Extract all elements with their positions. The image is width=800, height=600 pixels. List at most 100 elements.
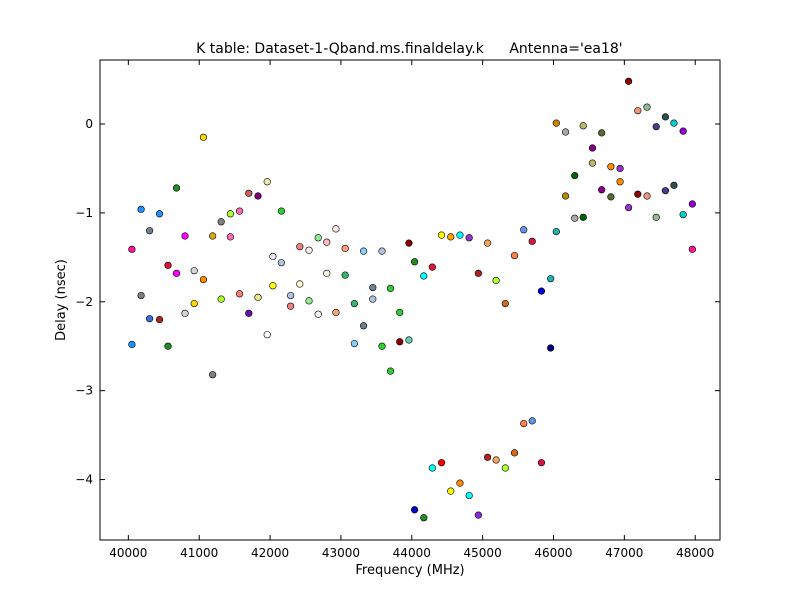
data-point <box>483 239 492 247</box>
data-point <box>411 258 419 266</box>
data-point <box>492 276 500 285</box>
data-point <box>670 119 678 127</box>
data-point <box>405 239 413 247</box>
data-point <box>552 227 560 236</box>
data-point <box>245 309 253 317</box>
data-point <box>501 464 509 472</box>
x-tick-label: 46000 <box>534 546 572 560</box>
data-point <box>616 178 624 186</box>
data-point <box>396 338 404 346</box>
data-point <box>537 287 546 295</box>
data-point <box>474 269 482 277</box>
chart-subtitle: Antenna='ea18' <box>509 41 622 57</box>
data-point <box>217 218 225 226</box>
data-point <box>528 417 536 425</box>
data-point <box>277 259 285 267</box>
data-point <box>396 308 404 317</box>
data-point <box>652 213 660 221</box>
data-point <box>254 293 262 301</box>
data-point <box>670 181 678 189</box>
x-axis-label: Frequency (MHz) <box>355 563 464 578</box>
data-point <box>378 342 386 350</box>
data-point <box>181 309 189 317</box>
data-point <box>314 234 322 242</box>
x-tick-label: 43000 <box>322 546 360 560</box>
data-point <box>547 344 555 352</box>
data-point <box>181 232 189 240</box>
data-point <box>378 247 386 255</box>
data-point <box>588 144 597 152</box>
data-point <box>510 449 519 457</box>
data-point <box>643 103 651 111</box>
data-point <box>235 207 244 215</box>
data-point <box>405 336 413 344</box>
x-tick-label: 40000 <box>109 546 147 560</box>
data-point <box>520 419 528 428</box>
data-point <box>146 227 154 235</box>
data-point <box>456 479 464 487</box>
y-tick-label: −1 <box>75 206 93 220</box>
data-point <box>323 238 331 246</box>
y-tick-label: −2 <box>75 295 93 309</box>
data-point <box>386 367 395 375</box>
data-point <box>305 246 313 254</box>
data-point <box>616 164 624 173</box>
data-point <box>624 77 633 85</box>
data-point <box>296 243 304 251</box>
data-point <box>369 295 377 303</box>
data-point <box>332 308 340 317</box>
data-point <box>598 129 606 137</box>
data-point <box>269 282 277 290</box>
data-point <box>437 459 446 467</box>
data-point <box>520 226 528 234</box>
data-point <box>190 267 198 275</box>
data-point <box>547 275 555 283</box>
data-point <box>679 211 687 219</box>
data-point <box>369 283 377 292</box>
data-point <box>155 315 164 324</box>
data-point <box>128 245 136 253</box>
data-point <box>561 128 570 136</box>
data-point <box>235 290 244 298</box>
data-point <box>296 280 304 288</box>
plot-frame <box>99 59 721 541</box>
data-point <box>209 232 217 240</box>
data-point <box>537 459 546 467</box>
data-point <box>465 491 473 500</box>
data-point <box>411 506 419 514</box>
data-point <box>359 247 368 255</box>
data-point <box>634 190 642 198</box>
data-point <box>341 271 349 279</box>
x-tick-label: 48000 <box>676 546 714 560</box>
data-point <box>501 299 509 308</box>
data-point <box>483 453 492 461</box>
data-point <box>688 200 696 208</box>
data-point <box>199 275 208 284</box>
data-point <box>217 295 225 303</box>
data-point <box>269 252 277 261</box>
data-point <box>137 291 145 300</box>
data-point <box>254 192 262 200</box>
data-point <box>350 339 358 348</box>
data-point <box>137 205 145 213</box>
data-point <box>199 133 208 141</box>
data-point <box>679 127 687 135</box>
data-point <box>579 213 587 221</box>
data-point <box>128 340 136 349</box>
data-point <box>643 192 651 200</box>
data-point <box>552 119 560 127</box>
data-point <box>226 233 234 241</box>
x-tick-label: 45000 <box>464 546 502 560</box>
data-point <box>624 203 633 212</box>
data-point <box>263 331 271 339</box>
data-point <box>245 189 253 197</box>
data-point <box>465 234 473 242</box>
data-point <box>447 487 455 495</box>
data-point <box>277 207 285 215</box>
x-tick-label: 47000 <box>605 546 643 560</box>
data-point <box>428 464 436 472</box>
data-point <box>314 310 322 318</box>
data-point <box>598 186 606 194</box>
